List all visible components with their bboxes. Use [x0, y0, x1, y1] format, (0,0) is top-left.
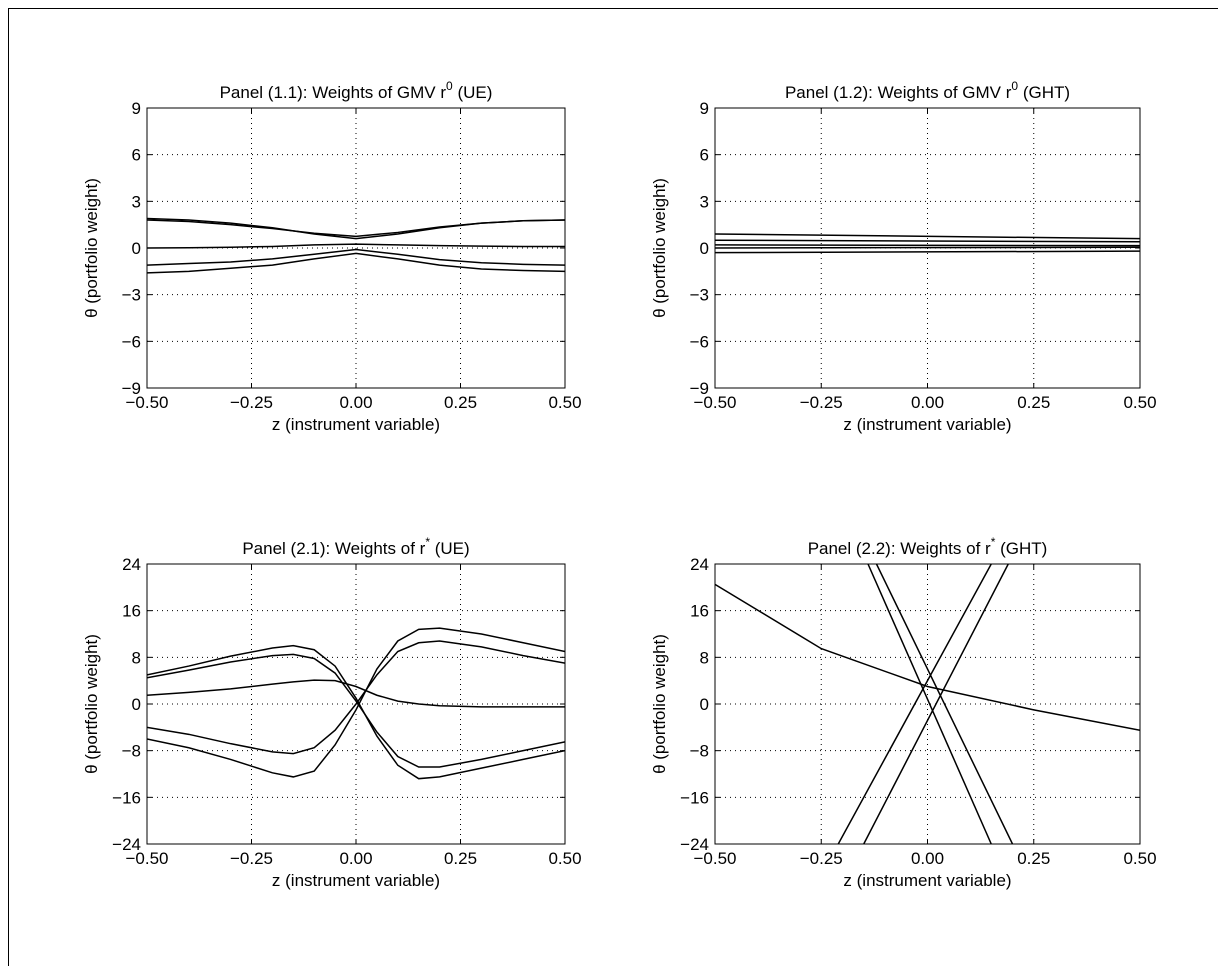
series-line [147, 248, 565, 266]
y-tick-label: 16 [690, 602, 709, 621]
x-tick-label: 0.50 [548, 849, 581, 868]
y-tick-label: 0 [132, 239, 141, 258]
axes-frame [146, 563, 566, 845]
series-line [863, 564, 1009, 844]
panel: Panel (1.1): Weights of GMV r0 (UE)−0.50… [82, 79, 582, 434]
y-axis-label: θ (portfolio weight) [82, 178, 101, 318]
x-tick-label: 0.00 [911, 849, 944, 868]
axes-frame [714, 563, 1141, 845]
y-tick-label: −6 [122, 332, 141, 351]
series-line [715, 244, 1140, 247]
x-tick-label: 0.25 [1017, 393, 1050, 412]
x-tick-label: 0.25 [1017, 849, 1050, 868]
x-tick-label: 0.25 [444, 393, 477, 412]
title-main: Panel (2.2): Weights of r [808, 539, 991, 558]
title-main: Panel (1.2): Weights of GMV r [785, 83, 1012, 102]
y-tick-label: 16 [122, 602, 141, 621]
y-tick-label: 0 [700, 695, 709, 714]
title-superscript: 0 [1011, 79, 1018, 93]
y-tick-label: 3 [700, 192, 709, 211]
series-line [147, 679, 565, 708]
title-superscript: * [425, 535, 430, 549]
series-line [875, 564, 1014, 844]
y-tick-label: 6 [700, 146, 709, 165]
series-line [715, 233, 1140, 240]
x-tick-label: 0.50 [548, 393, 581, 412]
x-axis-label: z (instrument variable) [272, 415, 440, 434]
title-suffix: (GHT) [1018, 83, 1070, 102]
y-tick-label: −3 [122, 286, 141, 305]
x-tick-label: 0.00 [339, 849, 372, 868]
x-tick-label: −0.50 [693, 393, 736, 412]
series-line [715, 246, 1140, 249]
y-tick-label: 9 [132, 99, 141, 118]
y-tick-label: 9 [700, 99, 709, 118]
title-main: Panel (1.1): Weights of GMV r [220, 83, 447, 102]
series-line [147, 252, 565, 274]
series-line [147, 653, 565, 768]
x-tick-label: −0.25 [800, 393, 843, 412]
x-tick-label: 0.00 [339, 393, 372, 412]
y-tick-label: 0 [132, 695, 141, 714]
panel-title: Panel (1.2): Weights of GMV r0 (GHT) [785, 79, 1070, 102]
x-tick-label: 0.00 [911, 393, 944, 412]
y-tick-label: −24 [680, 835, 709, 854]
panel-title: Panel (1.1): Weights of GMV r0 (UE) [220, 79, 493, 102]
y-tick-label: 8 [132, 648, 141, 667]
y-axis-label: θ (portfolio weight) [82, 634, 101, 774]
x-tick-label: −0.50 [125, 849, 168, 868]
x-tick-label: −0.50 [693, 849, 736, 868]
y-tick-label: −9 [690, 379, 709, 398]
x-axis-label: z (instrument variable) [272, 871, 440, 890]
y-tick-label: −16 [112, 788, 141, 807]
x-tick-label: 0.50 [1123, 393, 1156, 412]
y-tick-label: −8 [690, 742, 709, 761]
panel: Panel (2.2): Weights of r* (GHT) −0.50 −0.… [650, 535, 1157, 890]
figure-border [8, 8, 1218, 966]
y-tick-label: −24 [112, 835, 141, 854]
series-line [715, 583, 1140, 731]
title-suffix: (UE) [430, 539, 470, 558]
panel-title: Panel (2.1): Weights of r* (UE) [242, 535, 469, 558]
x-tick-label: −0.25 [230, 849, 273, 868]
x-tick-label: −0.25 [800, 849, 843, 868]
title-superscript: * [991, 535, 996, 549]
y-tick-label: 8 [700, 648, 709, 667]
series-line [867, 564, 992, 844]
series-line [147, 219, 565, 238]
x-tick-label: −0.50 [125, 393, 168, 412]
x-axis-label: z (instrument variable) [843, 871, 1011, 890]
title-suffix: (GHT) [995, 539, 1047, 558]
title-suffix: (UE) [453, 83, 493, 102]
x-tick-label: −0.25 [230, 393, 273, 412]
x-axis-label: z (instrument variable) [843, 415, 1011, 434]
y-tick-label: 3 [132, 192, 141, 211]
panel-title: Panel (2.2): Weights of r* (GHT) [808, 535, 1048, 558]
series-line [147, 644, 565, 780]
series-line [837, 564, 992, 844]
y-tick-label: 24 [122, 555, 141, 574]
title-main: Panel (2.1): Weights of r [242, 539, 425, 558]
series-line [715, 250, 1140, 254]
series-line [715, 239, 1140, 243]
y-tick-label: −6 [690, 332, 709, 351]
y-tick-label: 24 [690, 555, 709, 574]
title-superscript: 0 [446, 79, 453, 93]
panel: Panel (1.2): Weights of GMV r0 (GHT)−0.5… [650, 79, 1157, 434]
series-line [147, 627, 565, 778]
panel: Panel (2.1): Weights of r* (UE) −0.50 −0.2… [82, 535, 582, 890]
series-line [147, 640, 565, 755]
y-tick-label: 0 [700, 239, 709, 258]
series-line [147, 243, 565, 249]
x-tick-label: 0.25 [444, 849, 477, 868]
x-tick-label: 0.50 [1123, 849, 1156, 868]
y-axis-label: θ (portfolio weight) [650, 634, 669, 774]
y-tick-label: −9 [122, 379, 141, 398]
y-tick-label: −16 [680, 788, 709, 807]
y-tick-label: −8 [122, 742, 141, 761]
y-tick-label: −3 [690, 286, 709, 305]
y-tick-label: 6 [132, 146, 141, 165]
y-axis-label: θ (portfolio weight) [650, 178, 669, 318]
